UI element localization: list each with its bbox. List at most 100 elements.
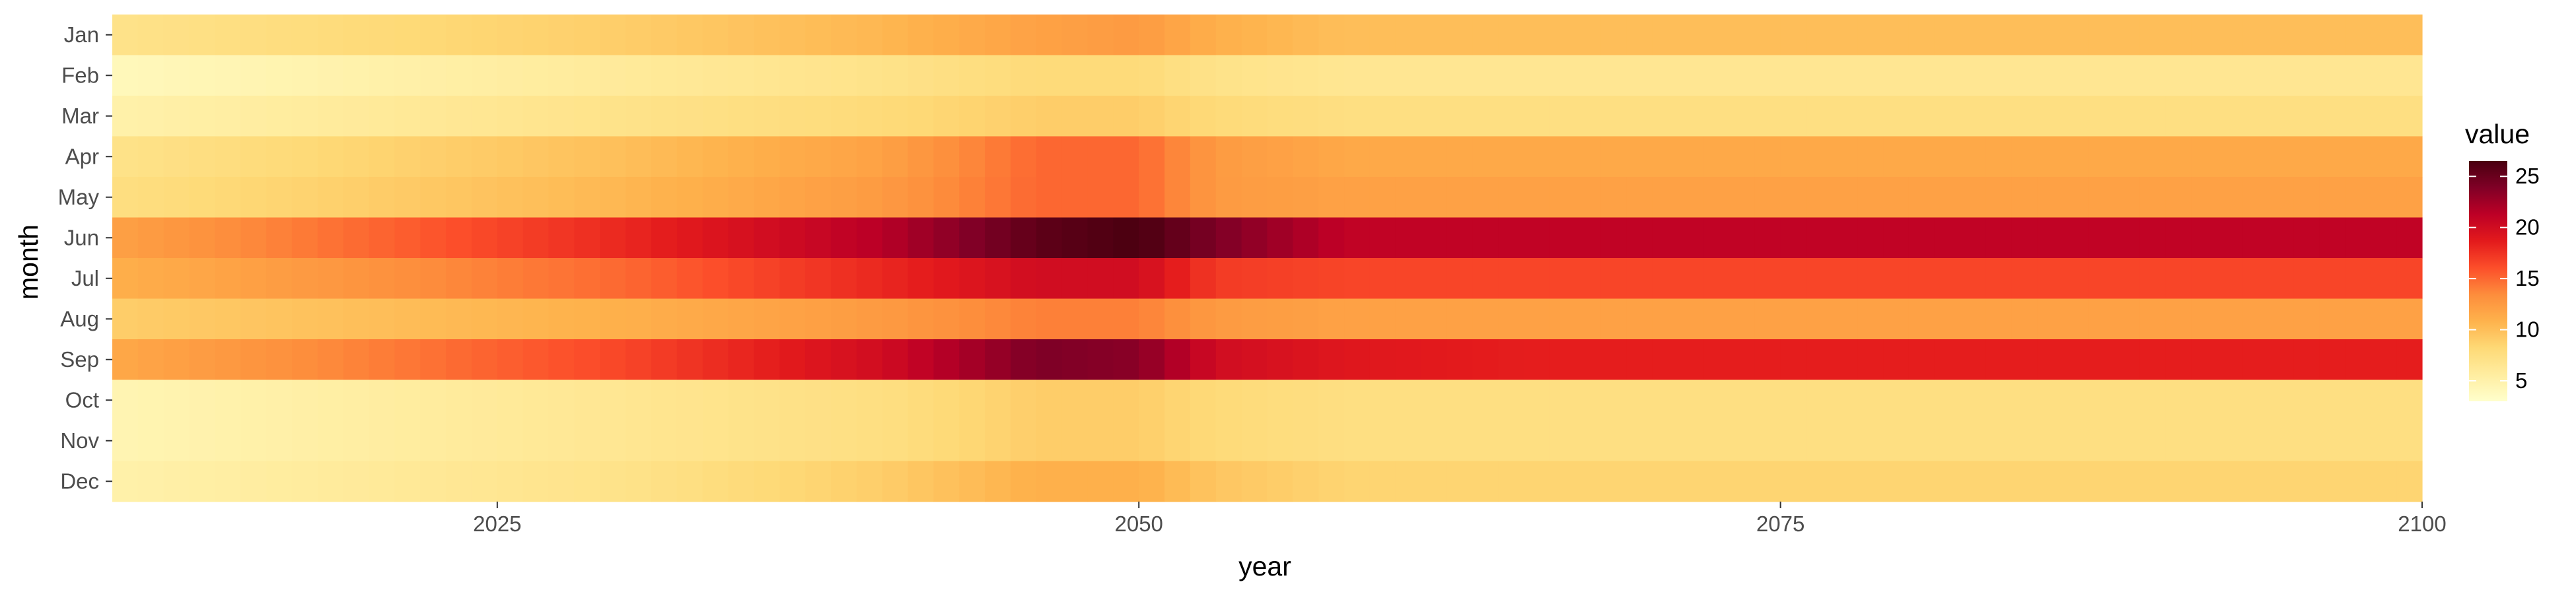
heatmap-cell [882,177,909,218]
heatmap-cell [908,15,934,56]
heatmap-cell [471,339,498,381]
heatmap-cell [112,177,139,218]
heatmap-cell [1498,420,1524,462]
heatmap-cell [2088,258,2115,300]
heatmap-cell [343,177,370,218]
heatmap-cell [1061,15,1089,56]
heatmap-cell [574,177,600,218]
heatmap-cell [1960,96,1987,137]
heatmap-cell [2037,339,2063,381]
heatmap-cell [1395,96,1422,137]
heatmap-cell [626,15,652,56]
heatmap-cell [2396,461,2423,502]
heatmap-cell [908,96,934,137]
heatmap-cell [1986,96,2012,137]
heatmap-cell [1754,298,1781,340]
heatmap-cell [189,15,216,56]
heatmap-cell [548,217,575,259]
heatmap-cell [1549,217,1576,259]
heatmap-cell [420,298,447,340]
heatmap-cell [1139,55,1165,96]
heatmap-cell [1986,380,2012,421]
heatmap-cell [522,96,550,137]
heatmap-cell [1986,15,2012,56]
heatmap-cell [163,339,190,381]
heatmap-cell [1857,339,1884,381]
heatmap-cell [1061,258,1089,300]
heatmap-cell [1472,420,1499,462]
heatmap-cell [2063,15,2089,56]
heatmap-cell [1703,339,1730,381]
heatmap-cell [471,217,498,259]
heatmap-cell [2396,298,2423,340]
heatmap-cell [754,55,780,96]
heatmap-cell [702,461,729,502]
heatmap-cell [626,339,652,381]
heatmap-cell [2371,420,2397,462]
heatmap-cell [317,298,344,340]
heatmap-cell [1395,461,1422,502]
heatmap-cell [1498,136,1524,178]
heatmap-cell [2191,461,2217,502]
heatmap-cell [1524,136,1550,178]
heatmap-cell [2217,420,2243,462]
heatmap-cell [1061,339,1089,381]
heatmap-cell [137,217,164,259]
heatmap-cell [1678,217,1704,259]
heatmap-cell [112,15,139,56]
heatmap-cell [2165,339,2192,381]
heatmap-cell [1113,420,1139,462]
heatmap-cell [626,136,652,178]
heatmap-cell [1447,380,1473,421]
heatmap-cell [1061,177,1089,218]
heatmap-cell [446,420,472,462]
heatmap-cell [1524,96,1550,137]
heatmap-cell [1729,298,1756,340]
heatmap-cell [1883,55,1910,96]
heatmap-cell [959,380,985,421]
heatmap-cell [651,177,678,218]
heatmap-cell [291,298,318,340]
heatmap-cell [1600,217,1628,259]
heatmap-cell [702,55,729,96]
heatmap-cell [2037,217,2063,259]
heatmap-cell [1832,217,1858,259]
heatmap-cell [548,96,575,137]
heatmap-cell [2345,298,2371,340]
heatmap-cell [1754,339,1781,381]
heatmap-cell [420,177,447,218]
heatmap-cell [1626,136,1653,178]
heatmap-cell [1139,177,1165,218]
heatmap-cell [2191,15,2217,56]
heatmap-cell [291,136,318,178]
heatmap-cell [1421,177,1448,218]
heatmap-cell [1986,217,2012,259]
heatmap-cell [2011,55,2038,96]
heatmap-cell [882,55,909,96]
heatmap-cell [369,177,396,218]
heatmap-cell [1600,380,1628,421]
heatmap-cell [805,55,832,96]
heatmap-cell [1241,55,1268,96]
heatmap-cell [1780,258,1807,300]
heatmap-cell [2088,55,2115,96]
heatmap-cell [702,420,729,462]
heatmap-cell [2217,461,2243,502]
heatmap-cell [240,96,267,137]
heatmap-cell [754,96,780,137]
heatmap-cell [2217,55,2243,96]
heatmap-cell [1318,298,1345,340]
heatmap-cell [1215,298,1242,340]
heatmap-cell [1549,339,1576,381]
heatmap-cell [1498,96,1524,137]
heatmap-cell [369,258,396,300]
heatmap-cell [1806,258,1832,300]
heatmap-cell [1164,380,1191,421]
heatmap-cell [1754,380,1781,421]
heatmap-cell [189,380,216,421]
heatmap-cell [574,55,600,96]
heatmap-cell [2139,55,2166,96]
heatmap-cell [1575,380,1602,421]
heatmap-cell [1447,96,1473,137]
heatmap-cell [1780,461,1807,502]
